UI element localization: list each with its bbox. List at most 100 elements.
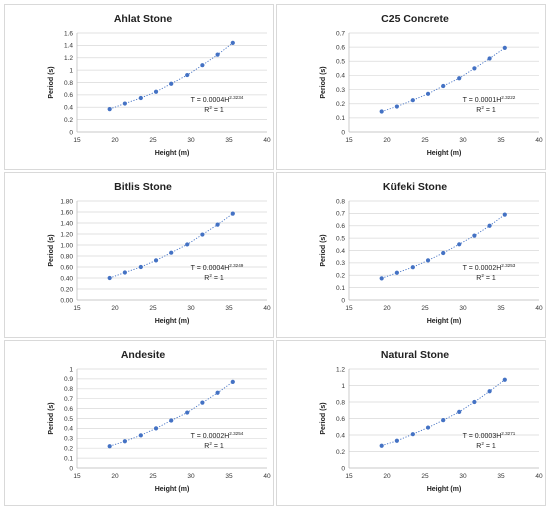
r-squared-exponent: 2	[481, 105, 484, 110]
x-tick-label: 15	[345, 473, 353, 480]
y-tick-label: 1	[69, 67, 73, 74]
trend-equation: T = 0.0002H2.3253	[463, 263, 516, 272]
y-tick-label: 0.40	[60, 275, 73, 282]
trend-equation: T = 0.0004H2.3234	[191, 95, 244, 104]
data-point	[169, 81, 174, 86]
y-tick-label: 0.4	[64, 105, 73, 112]
chart-title: Bitlis Stone	[114, 181, 172, 193]
x-tick-label: 40	[535, 137, 543, 144]
data-point	[153, 89, 159, 94]
y-tick-label: 0.60	[60, 264, 73, 271]
data-point	[502, 45, 507, 50]
x-tick-label: 35	[225, 473, 233, 480]
data-point	[441, 250, 446, 256]
data-point	[487, 389, 492, 394]
y-tick-label: 0.7	[64, 396, 73, 403]
x-tick-label: 25	[421, 137, 429, 144]
y-tick-label: 0.5	[336, 59, 345, 66]
y-axis-label: Period (s)	[320, 402, 327, 434]
y-tick-label: 1.2	[64, 55, 73, 62]
y-tick-label: 0	[341, 297, 345, 304]
x-tick-label: 40	[535, 473, 543, 480]
r-squared: R2 = 1	[204, 441, 224, 450]
equation-exponent: 2.3253	[501, 263, 515, 268]
y-tick-label: 0	[69, 465, 73, 472]
y-tick-label: 0.3	[336, 260, 345, 267]
trend-equation: T = 0.0003H2.3271	[463, 431, 516, 440]
y-tick-label: 0.4	[336, 432, 345, 439]
y-tick-label: 0.7	[336, 211, 345, 218]
data-point	[138, 264, 143, 270]
y-tick-label: 0.6	[64, 92, 73, 99]
y-tick-label: 0.4	[336, 248, 345, 255]
r-squared-exponent: 2	[481, 273, 484, 278]
data-point	[472, 399, 477, 405]
data-point	[138, 95, 143, 101]
x-tick-label: 35	[225, 137, 233, 144]
y-tick-label: 0	[341, 129, 345, 136]
y-tick-label: 0.2	[336, 449, 345, 456]
trend-equation: T = 0.0004H2.3249	[191, 263, 244, 272]
data-point	[200, 400, 205, 405]
x-axis-label: Height (m)	[427, 150, 462, 157]
x-tick-label: 35	[497, 305, 505, 312]
y-tick-label: 0.1	[64, 455, 73, 462]
equation-main: T = 0.0004H	[191, 97, 230, 104]
equation-exponent: 2.3249	[229, 263, 243, 268]
r-squared-base: R	[204, 443, 209, 450]
chart-title: Andesite	[121, 349, 166, 361]
chart-title: Ahlat Stone	[114, 13, 172, 25]
y-tick-label: 0.80	[60, 253, 73, 260]
data-point	[472, 233, 477, 238]
equation-exponent: 2.3222	[501, 95, 515, 100]
y-tick-label: 1.4	[64, 43, 73, 50]
chart-panel: Andesite 0 0.1 0.2 0.3 0.4 0.5 0.6 0.7 0.8 0.9 1 15 2…	[4, 340, 274, 506]
data-point	[425, 258, 431, 263]
x-axis-label: Height (m)	[155, 318, 190, 325]
data-point	[394, 104, 399, 109]
r-squared-value: = 1	[212, 443, 224, 450]
trend-equation: T = 0.0002H2.3254	[191, 431, 244, 440]
chart-panel: C25 Concrete 0 0.1 0.2 0.3 0.4 0.5 0.6 0.7 15 20 25…	[276, 4, 546, 170]
y-tick-label: 0.2	[336, 101, 345, 108]
data-point	[169, 418, 174, 423]
r-squared-base: R	[476, 275, 481, 282]
y-tick-label: 0.4	[64, 426, 73, 433]
equation-main: T = 0.0004H	[191, 265, 230, 272]
y-tick-label: 1.20	[60, 231, 73, 238]
y-tick-label: 0.2	[64, 446, 73, 453]
data-point	[107, 275, 112, 281]
equation-exponent: 2.3271	[501, 431, 515, 436]
y-tick-label: 0.4	[336, 73, 345, 80]
data-point	[153, 426, 159, 431]
data-point	[457, 242, 462, 247]
chart-title: C25 Concrete	[381, 13, 449, 25]
x-tick-label: 25	[421, 473, 429, 480]
x-tick-label: 25	[149, 473, 157, 480]
data-point	[410, 98, 415, 103]
y-tick-label: 0.2	[64, 117, 73, 124]
x-tick-label: 40	[263, 137, 271, 144]
data-point	[379, 276, 384, 281]
data-point	[185, 242, 190, 247]
data-point	[200, 232, 205, 237]
data-point	[215, 390, 220, 395]
data-point	[230, 211, 235, 216]
x-tick-label: 35	[497, 137, 505, 144]
y-axis-label: Period (s)	[320, 234, 327, 266]
chart-svg: C25 Concrete 0 0.1 0.2 0.3 0.4 0.5 0.6 0.7 15 20 25…	[320, 13, 543, 157]
data-point	[379, 109, 384, 114]
x-axis-label: Height (m)	[155, 486, 190, 493]
y-tick-label: 0.3	[64, 436, 73, 443]
equation-main: T = 0.0001H	[463, 97, 502, 104]
y-tick-label: 0.8	[336, 399, 345, 406]
equation-main: T = 0.0002H	[191, 433, 230, 440]
data-point	[230, 379, 235, 384]
r-squared: R2 = 1	[476, 105, 496, 114]
data-point	[122, 439, 127, 444]
x-tick-label: 30	[459, 305, 467, 312]
y-axis-label: Period (s)	[320, 66, 327, 98]
y-tick-label: 1.00	[60, 242, 73, 249]
x-tick-label: 20	[383, 137, 391, 144]
x-tick-label: 20	[383, 473, 391, 480]
